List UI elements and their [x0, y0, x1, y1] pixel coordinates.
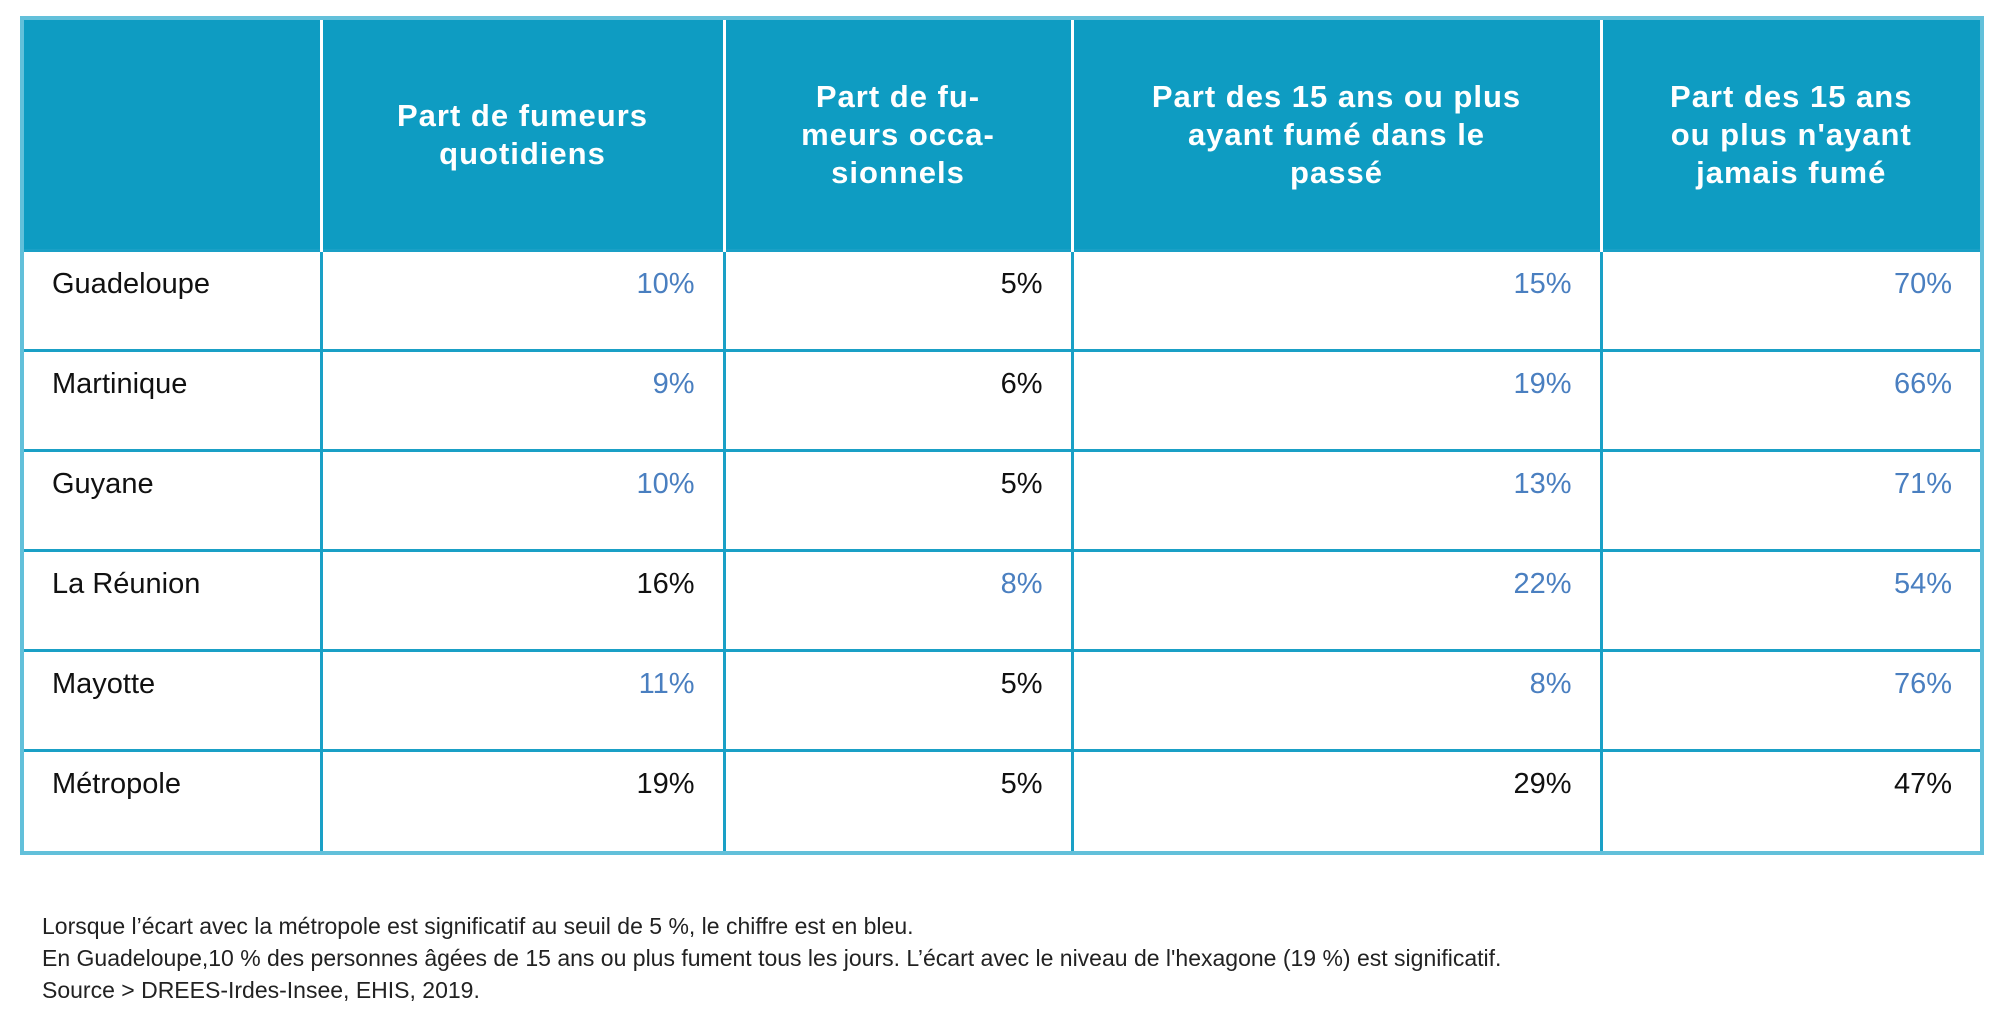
- value-cell: 54%: [1599, 549, 1980, 651]
- value-cell: 22%: [1070, 549, 1601, 651]
- header-cell: Part de fumeurs quotidiens: [319, 20, 724, 251]
- header-row: Part de fumeurs quotidiens Part de fu- me…: [24, 20, 1980, 251]
- row: La Réunion 16% 8% 22% 54%: [24, 549, 1980, 651]
- value-cell: 19%: [1070, 349, 1601, 451]
- value-cell: 16%: [319, 549, 724, 651]
- note: En Guadeloupe,10 % des personnes âgées d…: [42, 945, 1502, 971]
- value-cell: 19%: [319, 749, 724, 851]
- row: Métropole 19% 5% 29% 47%: [24, 749, 1980, 851]
- table: Part de fumeurs quotidiens Part de fu- me…: [24, 20, 1980, 851]
- header-cell: Part des 15 ans ou plus ayant fumé dans …: [1070, 20, 1601, 251]
- row: Guadeloupe 10% 5% 15% 70%: [24, 249, 1980, 351]
- header-cell: Part des 15 ans ou plus n'ayant jamais f…: [1599, 20, 1980, 251]
- value-cell: 10%: [319, 249, 724, 351]
- value-cell: 13%: [1070, 449, 1601, 551]
- value-cell: 70%: [1599, 249, 1980, 351]
- table-body: Guadeloupe 10% 5% 15% 70% Martinique 9% 6% 19% 66…: [24, 249, 1980, 851]
- value-cell: 6%: [722, 349, 1072, 451]
- header-cell: [24, 20, 321, 251]
- row-label: Martinique: [24, 349, 321, 451]
- value-cell: 5%: [722, 649, 1072, 751]
- value-cell: 15%: [1070, 249, 1601, 351]
- value-cell: 10%: [319, 449, 724, 551]
- notes: Lorsque l’écart avec la métropole est si…: [42, 910, 1501, 1006]
- row: Mayotte 11% 5% 8% 76%: [24, 649, 1980, 751]
- value-cell: 66%: [1599, 349, 1980, 451]
- table-frame: Part de fumeurs quotidiens Part de fu- me…: [20, 16, 1984, 855]
- row-label: Mayotte: [24, 649, 321, 751]
- row: Martinique 9% 6% 19% 66%: [24, 349, 1980, 451]
- row-label: Métropole: [24, 749, 321, 851]
- value-cell: 9%: [319, 349, 724, 451]
- note: Source > DREES-Irdes-Insee, EHIS, 2019.: [42, 977, 480, 1003]
- value-cell: 5%: [722, 749, 1072, 851]
- value-cell: 71%: [1599, 449, 1980, 551]
- header-cell: Part de fu- meurs occa- sionnels: [722, 20, 1072, 251]
- value-cell: 8%: [1070, 649, 1601, 751]
- value-cell: 47%: [1599, 749, 1980, 851]
- row-label: Guadeloupe: [24, 249, 321, 351]
- row-label: Guyane: [24, 449, 321, 551]
- row-label: La Réunion: [24, 549, 321, 651]
- value-cell: 11%: [319, 649, 724, 751]
- value-cell: 5%: [722, 449, 1072, 551]
- value-cell: 29%: [1070, 749, 1601, 851]
- row: Guyane 10% 5% 13% 71%: [24, 449, 1980, 551]
- value-cell: 8%: [722, 549, 1072, 651]
- note: Lorsque l’écart avec la métropole est si…: [42, 913, 914, 939]
- value-cell: 5%: [722, 249, 1072, 351]
- value-cell: 76%: [1599, 649, 1980, 751]
